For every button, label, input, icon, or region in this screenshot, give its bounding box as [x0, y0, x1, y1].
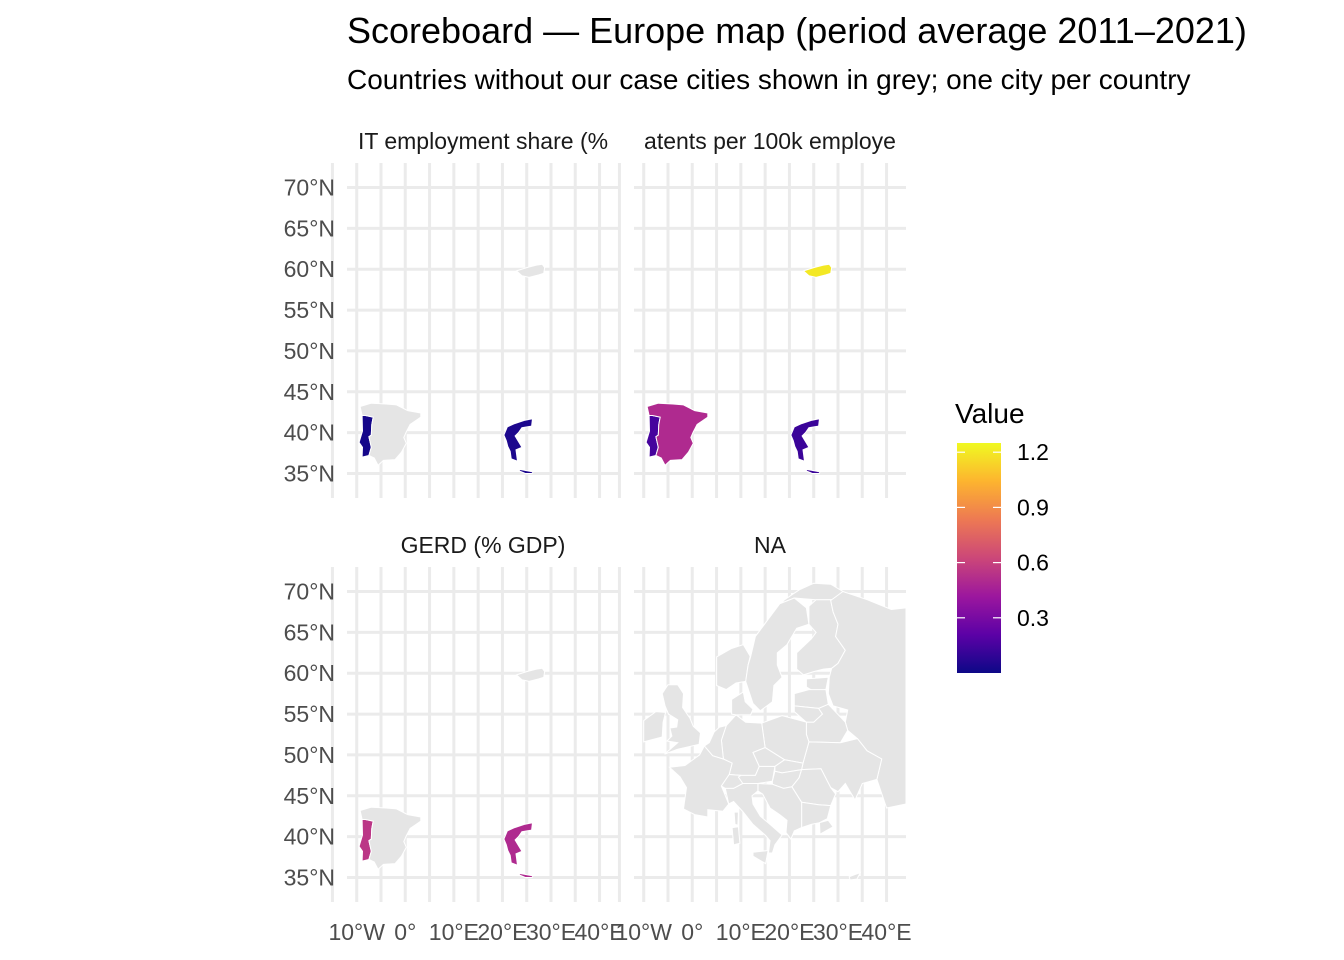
country-turkey	[818, 819, 834, 836]
country-finland	[515, 667, 546, 682]
lat-tick-label: 35°N	[284, 864, 335, 890]
country-layer	[358, 667, 546, 878]
country-bulgaria	[801, 801, 832, 829]
lat-tick-label: 60°N	[284, 256, 335, 282]
lat-tick-label: 60°N	[284, 660, 335, 686]
lat-tick-label: 65°N	[284, 215, 335, 241]
country-spain	[646, 402, 709, 467]
legend-tick-label: 1.2	[1017, 439, 1049, 465]
country-sicily	[752, 849, 769, 865]
country-ireland	[643, 711, 667, 743]
country-cyprus	[848, 871, 862, 881]
country-layer	[358, 263, 546, 474]
country-finland	[802, 263, 833, 278]
lat-tick-label: 70°N	[284, 579, 335, 605]
chart-subtitle: Countries without our case cities shown …	[347, 64, 1191, 95]
lat-tick-label: 40°N	[284, 420, 335, 446]
lon-tick-label: 30°E	[813, 919, 863, 945]
lat-tick-label: 50°N	[284, 338, 335, 364]
lat-tick-label: 40°N	[284, 824, 335, 850]
country-sweden	[745, 597, 810, 712]
legend-tick-label: 0.3	[1017, 605, 1049, 631]
country-greece	[503, 418, 534, 462]
map-panel-2: atents per 100k employe	[617, 128, 906, 498]
country-layer	[643, 582, 906, 881]
lat-tick-label: 35°N	[284, 460, 335, 486]
country-corsica	[733, 811, 739, 826]
country-finland	[515, 263, 546, 278]
country-france	[668, 745, 733, 818]
lat-tick-label: 55°N	[284, 701, 335, 727]
graticule	[617, 163, 906, 498]
lat-tick-label: 65°N	[284, 619, 335, 645]
panel-title-2: atents per 100k employe	[644, 128, 896, 154]
lat-tick-label: 45°N	[284, 379, 335, 405]
lon-tick-label: 20°E	[477, 919, 527, 945]
country-spain	[359, 402, 422, 467]
country-gb	[661, 684, 702, 755]
color-legend: Value 1.2 0.9 0.6 0.3	[955, 398, 1049, 673]
country-layer	[645, 263, 833, 474]
map-panel-1: IT employment share (% 70°N 65°N 60°N 55°N 50…	[284, 128, 619, 498]
lon-tick-label: 10°W	[615, 919, 672, 945]
panel-title-4: NA	[754, 532, 787, 558]
lat-tick-label: 50°N	[284, 742, 335, 768]
country-sardinia	[731, 826, 741, 846]
lat-tick-label: 70°N	[284, 175, 335, 201]
panel-title-1: IT employment share (%	[358, 128, 608, 154]
country-crete	[805, 468, 821, 474]
country-crete	[518, 468, 534, 474]
country-greece	[790, 418, 821, 462]
country-denmark	[731, 691, 754, 716]
country-latvia	[793, 689, 829, 709]
lat-tick-label: 45°N	[284, 783, 335, 809]
panel-title-3: GERD (% GDP)	[401, 532, 566, 558]
map-panel-3: GERD (% GDP) 70°N 65°N 60°N 55°N 50°N 45°N 40°N…	[284, 532, 625, 945]
lon-tick-label: 10°W	[328, 919, 385, 945]
lon-tick-label: 20°E	[764, 919, 814, 945]
country-spain	[359, 806, 422, 871]
legend-tick-label: 0.9	[1017, 494, 1049, 520]
country-russia	[827, 590, 906, 809]
lon-tick-label: 30°E	[526, 919, 576, 945]
legend-colorbar	[957, 443, 1001, 673]
lon-tick-label: 40°E	[862, 919, 912, 945]
lon-tick-label: 10°E	[716, 919, 766, 945]
lat-tick-label: 55°N	[284, 297, 335, 323]
lon-tick-label: 10°E	[429, 919, 479, 945]
country-italy	[724, 783, 783, 854]
lon-tick-label: 0°	[394, 919, 416, 945]
legend-tick-label: 0.6	[1017, 550, 1049, 576]
map-panel-4: NA 10°W 0° 10°E20°E30°E40°E	[615, 532, 912, 945]
country-greece	[503, 822, 534, 866]
chart-title: Scoreboard — Europe map (period average …	[347, 10, 1247, 51]
lon-tick-label: 0°	[681, 919, 703, 945]
lon-tick-label: 40°E	[575, 919, 625, 945]
country-benelux	[703, 724, 728, 760]
legend-title: Value	[955, 398, 1025, 429]
country-crete	[518, 872, 534, 878]
country-balkans	[757, 782, 803, 841]
